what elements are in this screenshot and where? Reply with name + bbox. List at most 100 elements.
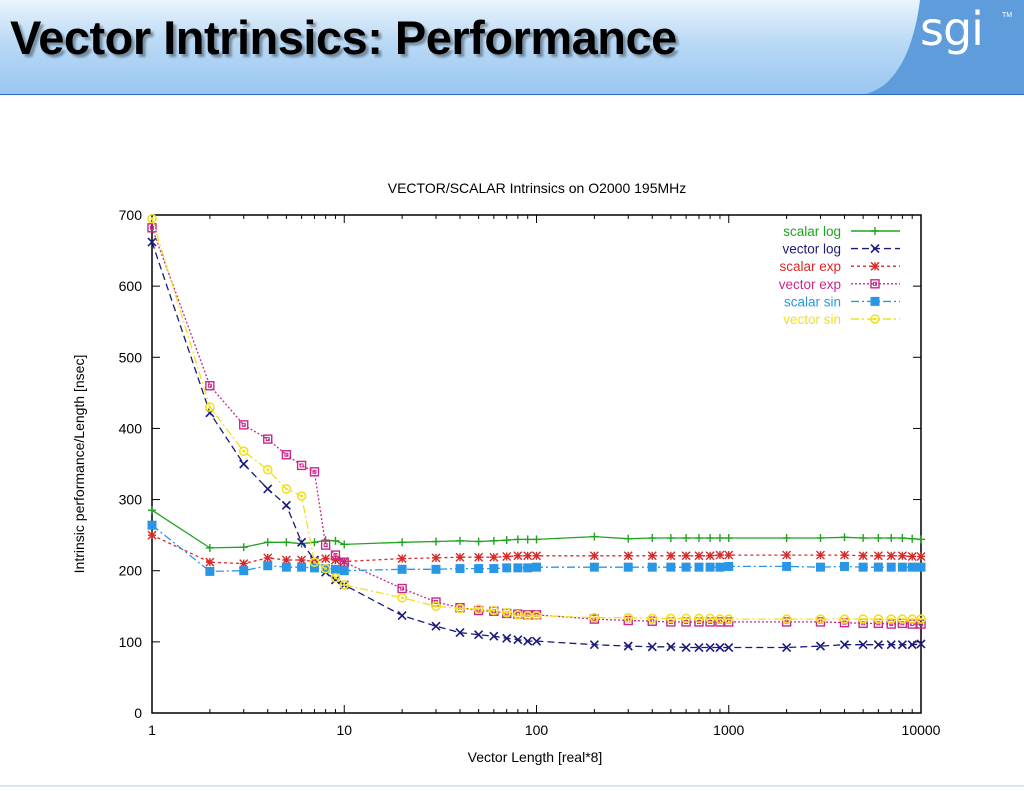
data-point xyxy=(647,613,658,624)
marker-part xyxy=(815,641,826,651)
data-point xyxy=(455,564,465,574)
data-point xyxy=(263,538,272,547)
x-tick-label: 1 xyxy=(148,722,156,738)
marker-part xyxy=(843,617,846,621)
data-point xyxy=(917,535,925,544)
marker-part xyxy=(434,604,438,608)
marker-part xyxy=(330,550,341,560)
marker-part xyxy=(323,543,328,548)
y-axis-label: Intrinsic performance/Length [nsec] xyxy=(71,355,87,574)
data-point xyxy=(873,562,883,572)
data-point xyxy=(513,610,523,620)
footer-rule xyxy=(0,785,1024,787)
marker-part xyxy=(397,583,407,594)
marker-part xyxy=(300,494,303,498)
data-point xyxy=(339,557,349,567)
marker-part xyxy=(858,640,868,650)
data-point xyxy=(532,562,541,572)
data-point xyxy=(489,564,499,574)
data-point xyxy=(623,641,633,651)
data-point xyxy=(886,551,896,561)
data-point xyxy=(205,557,215,567)
y-tick-label: 700 xyxy=(119,207,143,223)
data-point xyxy=(502,536,511,545)
marker-part xyxy=(299,463,304,468)
marker-part xyxy=(910,617,914,621)
data-point xyxy=(455,628,465,638)
data-point xyxy=(309,557,320,567)
data-point xyxy=(816,533,825,542)
series-line xyxy=(151,227,921,625)
marker-part xyxy=(309,467,320,477)
marker-part xyxy=(281,500,291,510)
data-point xyxy=(531,636,542,646)
marker-part xyxy=(897,640,907,650)
marker-part xyxy=(342,560,347,565)
legend-marker xyxy=(870,296,880,306)
marker-part xyxy=(647,642,657,652)
data-point xyxy=(706,533,715,542)
data-point xyxy=(873,614,884,624)
data-point xyxy=(281,562,291,572)
marker-part xyxy=(334,576,337,580)
marker-part xyxy=(400,586,405,591)
marker-part xyxy=(870,279,880,289)
data-point xyxy=(897,551,907,561)
data-point xyxy=(681,562,691,572)
marker-part xyxy=(819,617,822,621)
data-point xyxy=(431,537,440,546)
data-point xyxy=(513,551,523,561)
data-point xyxy=(398,538,407,547)
marker-part xyxy=(876,617,880,621)
data-point xyxy=(589,612,600,623)
marker-part xyxy=(400,596,404,600)
marker-part xyxy=(916,614,926,624)
data-point xyxy=(310,538,319,547)
data-point xyxy=(513,563,523,573)
data-point xyxy=(431,601,441,612)
marker-part xyxy=(623,612,634,623)
data-point xyxy=(840,533,849,542)
marker-part xyxy=(782,642,792,653)
marker-part xyxy=(861,617,865,621)
data-point xyxy=(296,491,307,501)
data-point xyxy=(916,562,926,572)
data-point xyxy=(339,580,350,590)
data-point xyxy=(147,530,157,540)
data-point xyxy=(815,562,825,572)
data-point xyxy=(523,551,533,561)
y-tick-label: 500 xyxy=(119,349,143,365)
data-point xyxy=(330,550,341,560)
data-point xyxy=(666,613,676,624)
marker-part xyxy=(505,611,509,615)
marker-part xyxy=(205,381,215,391)
data-point xyxy=(474,630,484,640)
series-vector-sin xyxy=(147,213,926,624)
marker-part xyxy=(897,614,908,624)
marker-part xyxy=(708,616,712,620)
data-point xyxy=(666,562,676,572)
marker-part xyxy=(296,460,307,471)
data-point xyxy=(666,551,676,561)
marker-part xyxy=(431,621,441,631)
marker-part xyxy=(839,614,850,624)
marker-part xyxy=(309,557,320,567)
marker-part xyxy=(681,642,691,653)
data-point xyxy=(623,612,634,623)
data-point xyxy=(715,642,725,653)
marker-part xyxy=(870,314,880,324)
data-point xyxy=(397,564,407,574)
marker-part xyxy=(242,449,246,453)
data-point xyxy=(397,592,407,603)
data-point xyxy=(297,562,307,572)
marker-part xyxy=(477,607,481,611)
data-point xyxy=(590,532,599,541)
marker-part xyxy=(907,640,917,650)
data-point xyxy=(724,561,734,571)
legend-label: scalar sin xyxy=(784,294,841,309)
marker-part xyxy=(296,491,307,501)
data-point xyxy=(532,535,541,544)
marker-part xyxy=(208,405,212,409)
data-point xyxy=(397,554,407,564)
data-point xyxy=(705,562,715,572)
